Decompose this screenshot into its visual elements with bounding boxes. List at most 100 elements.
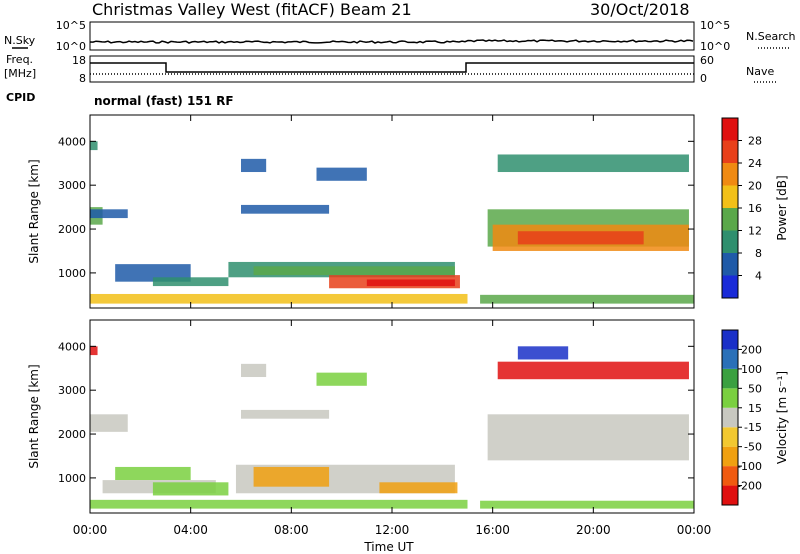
y-tick-label: 2000 (58, 428, 86, 441)
colorbar-swatch (722, 208, 738, 231)
y-tick-label: 1000 (58, 472, 86, 485)
colorbar-swatch (722, 407, 738, 428)
heatmap-cell (487, 414, 689, 461)
nsky-tick-bottom: 10^0 (56, 40, 86, 53)
freq-tick-bottom: 8 (79, 72, 86, 85)
freq-label: Freq. (6, 53, 33, 66)
nsearch-label: N.Search (746, 30, 796, 43)
y-tick-label: 4000 (58, 340, 86, 353)
heatmap-cell (480, 500, 694, 509)
nsky-label: N.Sky (4, 34, 36, 47)
colorbar-swatch (722, 275, 738, 298)
heatmap-cell (253, 266, 455, 276)
colorbar-swatch (722, 163, 738, 186)
colorbar-swatch (722, 427, 738, 447)
colorbar-tick-label: 16 (748, 202, 762, 215)
heatmap-cell (497, 361, 689, 380)
colorbar-tick-label: -200 (737, 480, 762, 493)
nave-tick-bottom: 0 (700, 72, 707, 85)
beam-label: Beam 21 (340, 0, 412, 19)
colorbar-tick-label: 24 (748, 157, 762, 170)
heatmap-cell (253, 466, 330, 487)
nave-tick-top: 60 (700, 54, 714, 67)
y-tick-label: 3000 (58, 384, 86, 397)
heatmap-cell (241, 158, 267, 173)
heatmap-cell (316, 372, 367, 386)
heatmap-cell (497, 154, 689, 173)
power-heatmap (90, 141, 694, 304)
colorbar-tick-label: 8 (755, 247, 762, 260)
colorbar-tick-label: 12 (748, 225, 762, 238)
heatmap-cell (115, 466, 191, 481)
freq-unit: [MHz] (4, 67, 36, 80)
velocity-colorbar: -200 -100 -50 -15 15 50 100 200 (721, 329, 762, 506)
cpid-program: normal (fast) 151 RF (94, 94, 234, 108)
time-axis-label: Time UT (363, 540, 414, 554)
colorbar-swatch (722, 485, 738, 505)
nsky-tick-top: 10^5 (56, 19, 86, 32)
velocity-heatmap (90, 346, 694, 509)
colorbar-tick-label: 28 (748, 135, 762, 148)
heatmap-cell (90, 346, 98, 356)
time-axis-ticks: 00:00 04:00 08:00 12:00 16:00 20:00 00:00 (73, 115, 712, 537)
x-tick-label: 00:00 (677, 523, 712, 537)
velocity-y-label: Slant Range [km] (27, 364, 41, 468)
colorbar-swatch (722, 349, 738, 369)
x-tick-label: 08:00 (274, 523, 309, 537)
colorbar-tick-label: -50 (744, 441, 762, 454)
heatmap-cell (517, 346, 569, 360)
velocity-y-ticks: 1000 2000 3000 4000 (58, 340, 694, 485)
y-tick-label: 1000 (58, 267, 86, 280)
colorbar-swatch (722, 140, 738, 163)
velocity-colorbar-label: Velocity [m s⁻¹] (775, 371, 789, 464)
colorbar-swatch (722, 230, 738, 253)
heatmap-cell (152, 482, 229, 496)
heatmap-cell (90, 293, 468, 304)
colorbar-tick-label: 20 (748, 180, 762, 193)
colorbar-tick-label: 4 (755, 270, 762, 283)
power-colorbar: 4 8 12 16 20 24 28 (721, 117, 762, 299)
heatmap-cell (517, 231, 644, 245)
colorbar-tick-label: 200 (741, 343, 762, 356)
freq-series (90, 62, 694, 73)
colorbar-swatch (722, 388, 738, 408)
x-tick-label: 00:00 (73, 523, 108, 537)
colorbar-tick-label: -100 (737, 460, 762, 473)
colorbar-tick-label: 100 (741, 363, 762, 376)
heatmap-cell (241, 363, 267, 378)
heatmap-cell (366, 279, 455, 287)
nsky-series (89, 39, 694, 44)
nsearch-tick-bottom: 10^0 (700, 40, 730, 53)
heatmap-cell (316, 167, 367, 181)
nave-label: Nave (746, 65, 774, 78)
colorbar-swatch (722, 330, 738, 350)
nsearch-tick-top: 10^5 (700, 19, 730, 32)
colorbar-swatch (722, 368, 738, 389)
heatmap-cell (241, 204, 330, 214)
y-tick-label: 2000 (58, 223, 86, 236)
velocity-panel: 1000 2000 3000 4000 Slant Range [km] 00:00 0… (27, 115, 789, 554)
heatmap-cell (379, 482, 458, 494)
colorbar-swatch (722, 185, 738, 208)
heatmap-cell (152, 277, 229, 287)
heatmap-cell (90, 414, 128, 432)
heatmap-cell (90, 209, 128, 219)
colorbar-tick-label: 15 (748, 402, 762, 415)
power-y-label: Slant Range [km] (27, 159, 41, 263)
nsky-strip: N.Sky 10^5 10^0 10^5 10^0 N.Search (4, 19, 796, 53)
heatmap-cell (90, 141, 98, 151)
colorbar-tick-label: 50 (748, 382, 762, 395)
freq-strip: Freq. [MHz] 18 8 60 0 Nave (4, 53, 776, 85)
heatmap-cell (241, 409, 330, 419)
x-tick-label: 04:00 (173, 523, 208, 537)
power-colorbar-label: Power [dB] (775, 175, 789, 240)
colorbar-swatch (722, 466, 738, 486)
freq-tick-top: 18 (72, 54, 86, 67)
x-tick-label: 16:00 (475, 523, 510, 537)
date-label: 30/Oct/2018 (590, 0, 690, 19)
colorbar-tick-label: -15 (744, 421, 762, 434)
colorbar-swatch (722, 118, 738, 141)
colorbar-swatch (722, 446, 738, 467)
x-tick-label: 20:00 (576, 523, 611, 537)
